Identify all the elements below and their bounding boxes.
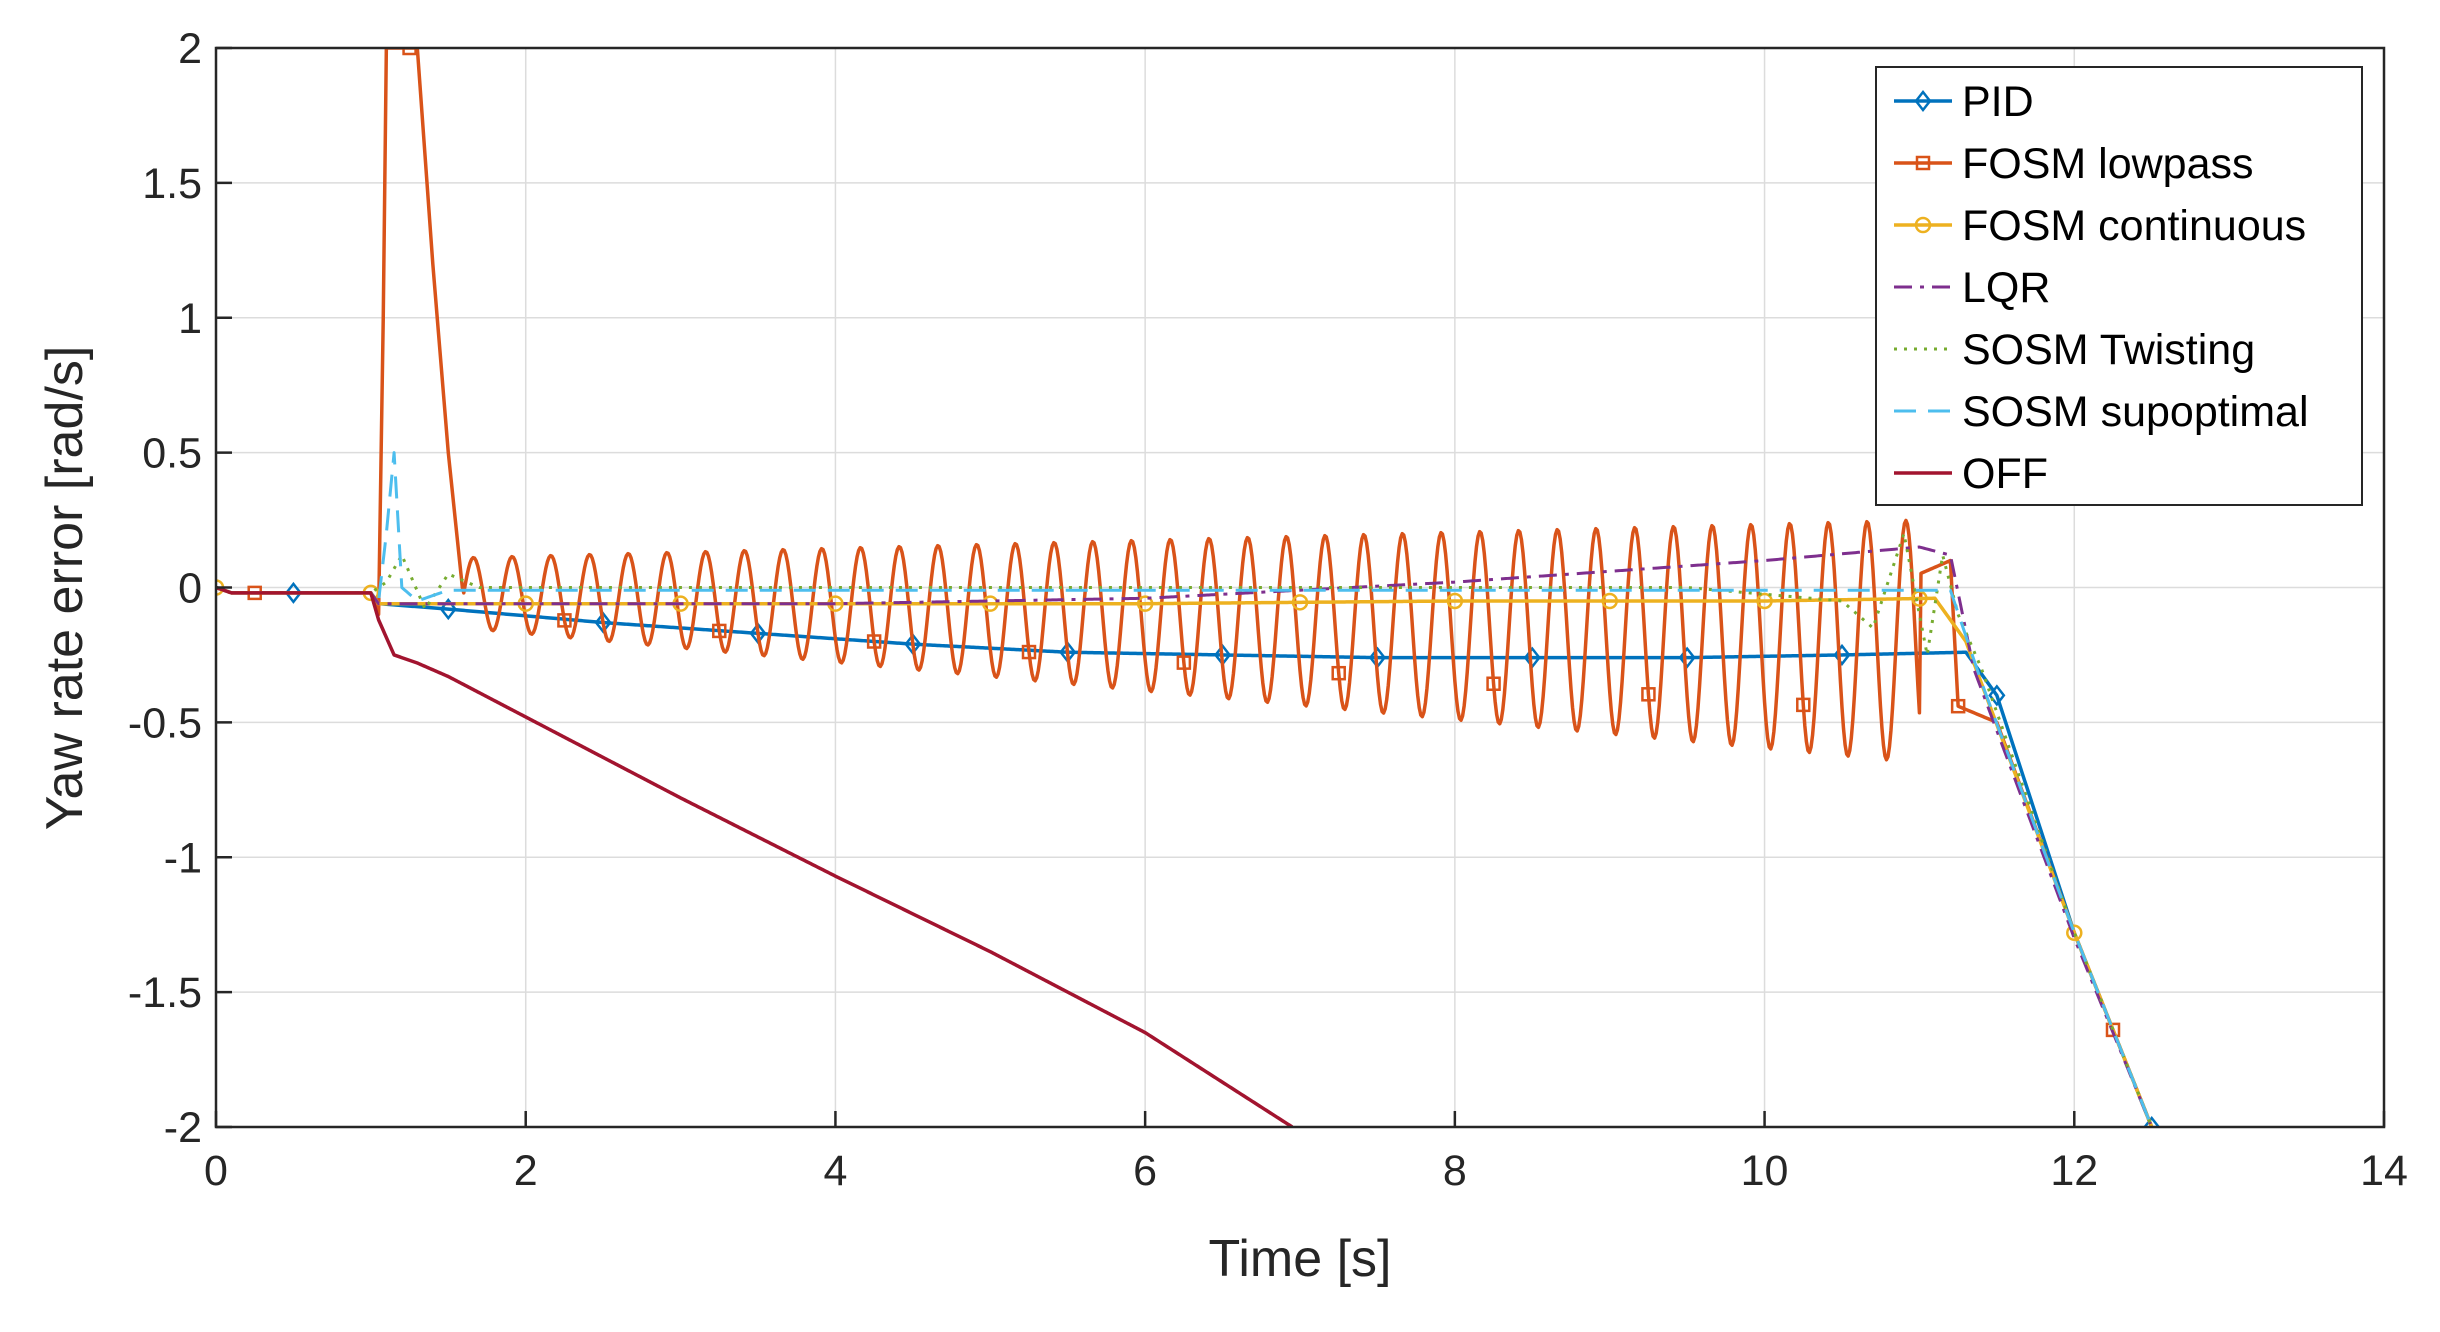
x-tick-label: 12 xyxy=(2050,1147,2098,1195)
legend-label: OFF xyxy=(1962,450,2048,498)
y-tick-label: 1 xyxy=(178,295,202,343)
x-tick-label: 14 xyxy=(2360,1147,2408,1195)
legend-label: FOSM continuous xyxy=(1962,202,2306,250)
data-point-marker xyxy=(1446,592,1464,610)
x-tick-label: 0 xyxy=(204,1147,228,1195)
legend-item: LQR xyxy=(1894,264,2050,312)
legend-marker xyxy=(1915,155,1931,171)
legend-marker xyxy=(1914,216,1932,234)
legend-item: PID xyxy=(1894,78,2034,126)
legend: PID FOSM lowpass FOSM continuous LQR SOSM Tw… xyxy=(1875,66,2363,506)
data-point-marker xyxy=(1331,665,1346,681)
data-point-marker xyxy=(1756,592,1773,610)
x-tick-label: 4 xyxy=(823,1147,847,1195)
series-line xyxy=(216,585,1294,1127)
y-axis-title: Yaw rate error [rad/s] xyxy=(36,346,94,831)
series-1 xyxy=(216,48,2154,1127)
ticks: 0 2 4 6 8 10 12 14 -2 -1.5 -1 -0.5 0 0.5 1 1.5 2 xyxy=(128,25,2408,1195)
legend-item: SOSM supoptimal xyxy=(1894,388,2309,436)
legend-label: PID xyxy=(1962,78,2034,126)
data-point-marker xyxy=(284,581,303,604)
y-tick-label: 2 xyxy=(178,25,202,73)
series-line xyxy=(216,48,2154,1127)
data-point-marker xyxy=(1136,595,1154,612)
data-point-marker xyxy=(712,623,727,639)
data-point-marker xyxy=(1678,646,1696,669)
data-point-marker xyxy=(439,598,457,621)
x-tick-label: 8 xyxy=(1443,1147,1467,1195)
y-tick-label: -0.5 xyxy=(128,699,202,747)
x-tick-label: 10 xyxy=(1741,1147,1789,1195)
data-point-marker xyxy=(2066,924,2083,942)
data-point-marker xyxy=(1486,676,1501,692)
y-tick-label: 1.5 xyxy=(142,160,202,208)
y-tick-label: -1 xyxy=(164,834,202,882)
data-point-marker xyxy=(1021,644,1037,660)
legend-label: SOSM supoptimal xyxy=(1962,388,2309,436)
legend-label: FOSM lowpass xyxy=(1962,140,2254,188)
data-point-marker xyxy=(557,613,572,628)
series-5 xyxy=(216,451,2154,1127)
legend-item: OFF xyxy=(1894,450,2048,498)
data-point-marker xyxy=(1950,698,1966,714)
data-point-marker xyxy=(2143,1115,2161,1127)
plot-area xyxy=(216,48,2161,1127)
series-3 xyxy=(216,545,2154,1127)
y-tick-label: 0 xyxy=(178,565,202,613)
legend-marker xyxy=(1914,89,1932,113)
legend-label: LQR xyxy=(1962,264,2050,312)
legend-box xyxy=(1875,66,2363,506)
y-tick-label: -1.5 xyxy=(128,969,202,1017)
x-tick-label: 6 xyxy=(1133,1147,1157,1195)
data-point-marker xyxy=(402,48,417,56)
data-point-marker xyxy=(866,634,882,649)
legend-item: FOSM lowpass xyxy=(1894,140,2254,188)
x-tick-label: 2 xyxy=(514,1147,538,1195)
data-point-marker xyxy=(1601,592,1618,610)
data-point-marker xyxy=(1796,697,1811,713)
y-tick-label: -2 xyxy=(164,1104,202,1152)
y-tick-label: 0.5 xyxy=(142,430,202,478)
legend-item: SOSM Twisting xyxy=(1894,326,2255,374)
series-line xyxy=(216,545,2154,1127)
data-point-marker xyxy=(982,595,999,612)
legend-label: SOSM Twisting xyxy=(1962,326,2255,374)
data-point-marker xyxy=(1176,655,1192,670)
legend-item: FOSM continuous xyxy=(1894,202,2306,250)
series-6 xyxy=(216,585,1294,1127)
data-point-marker xyxy=(1988,684,2006,707)
x-axis-title: Time [s] xyxy=(1209,1230,1392,1288)
data-point-marker xyxy=(1291,594,1309,611)
data-point-marker xyxy=(1641,687,1656,702)
series-line xyxy=(216,451,2154,1127)
